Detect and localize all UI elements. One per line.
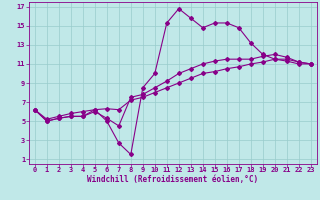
X-axis label: Windchill (Refroidissement éolien,°C): Windchill (Refroidissement éolien,°C) xyxy=(87,175,258,184)
